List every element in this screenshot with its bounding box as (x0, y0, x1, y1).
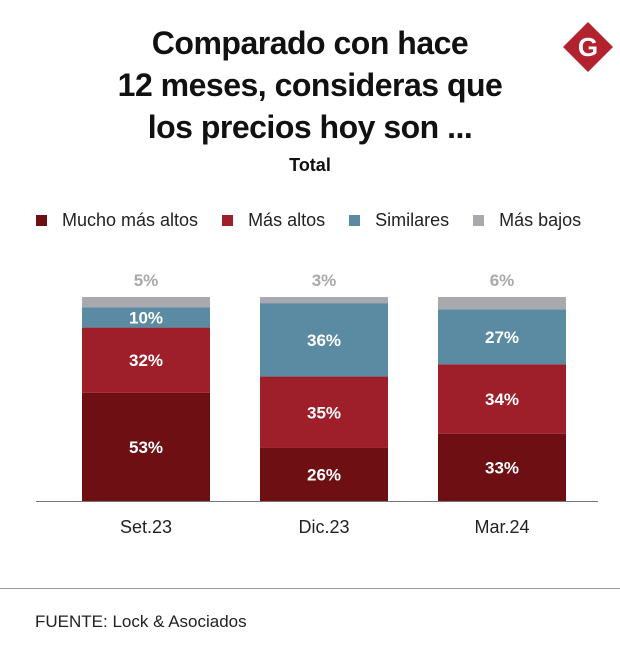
legend-item-similares: Similares (349, 210, 449, 231)
x-tick-label-mar-24: Mar.24 (474, 517, 529, 537)
x-tick-label-dic-23: Dic.23 (298, 517, 349, 537)
bar-segment-mas-altos-dic-23 (260, 376, 388, 448)
data-label-mucho-mas-altos-dic-23: 26% (307, 465, 341, 484)
legend-swatch (222, 215, 234, 226)
bar-segment-similares-mar-24 (438, 309, 566, 365)
data-label-mas-altos-set-23: 32% (129, 351, 163, 370)
bar-segment-similares-set-23 (82, 307, 210, 328)
bar-segment-mucho-mas-altos-mar-24 (438, 433, 566, 501)
data-label-mas-altos-dic-23: 35% (307, 403, 341, 422)
data-label-mas-altos-mar-24: 34% (485, 390, 519, 409)
data-label-mucho-mas-altos-set-23: 53% (129, 438, 163, 457)
x-tick-label-set-23: Set.23 (120, 517, 172, 537)
brand-logo-icon: G (563, 22, 613, 72)
chart-subtitle: Total (289, 155, 331, 175)
legend-label: Más altos (248, 210, 326, 230)
logo-diamond (563, 22, 613, 72)
bar-segment-similares-dic-23 (260, 303, 388, 377)
bar-segment-mas-bajos-mar-24 (438, 297, 566, 310)
bar-segment-mas-altos-set-23 (82, 327, 210, 393)
bar-segment-mucho-mas-altos-set-23 (82, 392, 210, 501)
legend-swatch (36, 215, 47, 226)
data-label-mas-bajos-mar-24: 6% (490, 271, 515, 290)
bar-segment-mucho-mas-altos-dic-23 (260, 447, 388, 501)
data-label-similares-dic-23: 36% (307, 331, 341, 350)
legend-swatch (349, 215, 361, 226)
data-label-mas-bajos-dic-23: 3% (312, 271, 337, 290)
chart-legend: Mucho más altos Más altos Similares Más … (36, 210, 581, 231)
logo-letter: G (578, 32, 598, 62)
legend-label: Mucho más altos (62, 210, 199, 230)
legend-item-mas-altos: Más altos (222, 210, 325, 231)
title-line-2: 12 meses, consideras que (117, 67, 503, 103)
data-label-mas-bajos-set-23: 5% (134, 271, 159, 290)
legend-label: Más bajos (499, 210, 582, 230)
legend-swatch (473, 215, 485, 226)
stacked-bar-chart: 53% 32% 10% 5% Set.23 26% 35% 36% 3% Dic.23 33% 34%… (36, 271, 598, 537)
legend-label: Similares (375, 210, 450, 230)
data-label-similares-set-23: 10% (129, 308, 163, 327)
title-line-1: Comparado con hace (151, 25, 469, 61)
title-line-3: los precios hoy son ... (147, 109, 473, 145)
chart-title: Comparado con hace 12 meses, consideras … (60, 22, 560, 148)
footer-divider (0, 588, 620, 589)
legend-item-mas-bajos: Más bajos (473, 210, 581, 231)
bar-segment-mas-altos-mar-24 (438, 364, 566, 434)
data-label-mucho-mas-altos-mar-24: 33% (485, 458, 519, 477)
data-label-similares-mar-24: 27% (485, 328, 519, 347)
bar-segment-mas-bajos-dic-23 (260, 297, 388, 304)
bar-segment-mas-bajos-set-23 (82, 297, 210, 308)
source-note: FUENTE: Lock & Asociados (35, 612, 247, 631)
legend-item-mucho-mas-altos: Mucho más altos (36, 210, 198, 231)
